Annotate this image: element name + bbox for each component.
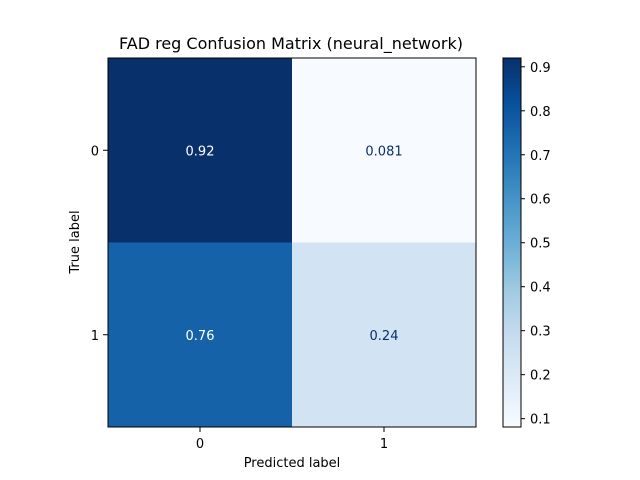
colorbar-tick-label: 0.2 xyxy=(530,369,551,384)
x-tick-label: 0 xyxy=(196,437,204,452)
x-axis-label: Predicted label xyxy=(244,456,341,471)
colorbar-tick-label: 0.7 xyxy=(530,149,551,164)
cell-value-label-1-1: 0.24 xyxy=(370,329,399,344)
colorbar-tick-label: 0.1 xyxy=(530,413,551,428)
cell-value-label-0-0: 0.92 xyxy=(186,144,215,159)
colorbar-tick-label: 0.9 xyxy=(530,61,551,76)
y-axis-label: True label xyxy=(68,210,83,274)
cell-value-label-0-1: 0.081 xyxy=(365,144,402,159)
chart-title: FAD reg Confusion Matrix (neural_network… xyxy=(119,34,463,54)
colorbar-tick-label: 0.8 xyxy=(530,105,551,120)
axes: 0 1 0 1 xyxy=(91,144,388,452)
colorbar: 0.1 0.2 0.3 0.4 0.5 0.6 0.7 0.8 0.9 xyxy=(502,57,551,428)
heatmap-cell-1-1 xyxy=(292,242,476,427)
heatmap-cell-0-0 xyxy=(108,58,292,243)
plot-frame xyxy=(107,57,477,428)
colorbar-gradient xyxy=(502,57,522,428)
colorbar-tick-label: 0.4 xyxy=(530,281,551,296)
colorbar-tick-label: 0.6 xyxy=(530,193,551,208)
heatmap-cells: 0.92 0.081 0.76 0.24 xyxy=(108,58,476,427)
x-tick-label: 1 xyxy=(380,437,388,452)
heatmap-cell-1-0 xyxy=(108,242,292,427)
y-tick-label: 1 xyxy=(91,329,99,344)
y-tick-label: 0 xyxy=(91,144,99,159)
heatmap-cell-0-1 xyxy=(292,58,476,243)
colorbar-tick-label: 0.5 xyxy=(530,237,551,252)
cell-value-label-1-0: 0.76 xyxy=(186,329,215,344)
colorbar-tick-label: 0.3 xyxy=(530,325,551,340)
